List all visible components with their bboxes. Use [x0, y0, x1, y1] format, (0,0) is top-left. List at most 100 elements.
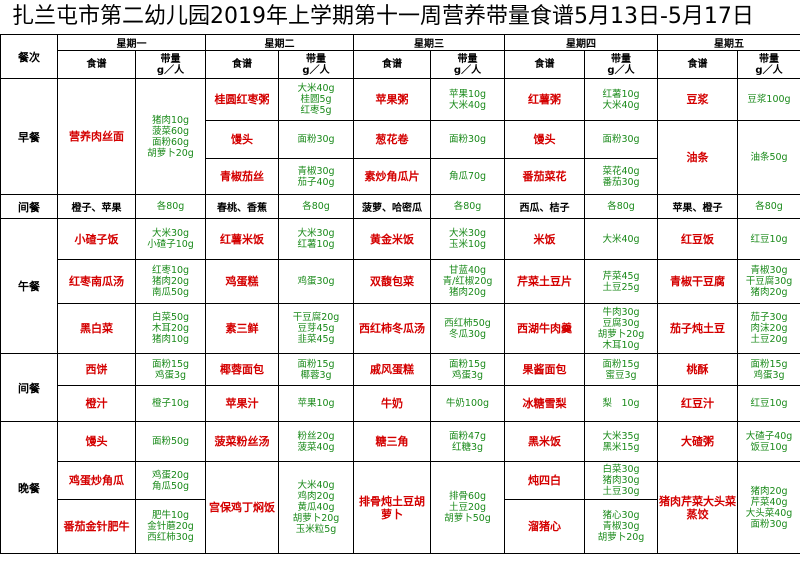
- dish-cell: 排骨炖土豆胡萝卜: [353, 461, 431, 554]
- qty-line: 胡萝卜20g: [597, 532, 645, 543]
- qty-cell: 青椒30g 茄子40g: [278, 158, 354, 195]
- qty-cell: 猪心30g 青椒30g 胡萝卜20g: [584, 499, 658, 554]
- qty-cell: 梨 10g: [584, 385, 658, 422]
- qty-line: 猪心30g: [602, 510, 640, 521]
- qty-line: 红糖3g: [451, 441, 484, 453]
- qty-line: 菠菜60g: [151, 125, 190, 137]
- qty-cell: 茄子30g 肉沫20g 土豆20g: [737, 303, 800, 354]
- qty-line: 大米40g: [297, 83, 335, 94]
- qty-line: 干豆腐20g: [292, 312, 340, 323]
- dish-cell: 小碴子饭: [57, 218, 136, 260]
- qty-line: 豆芽45g: [297, 323, 335, 334]
- dish-cell: 桃酥: [657, 353, 738, 386]
- amount-header: 带量 g／人: [737, 50, 800, 79]
- qty-cell: 面粉30g: [584, 120, 658, 159]
- dish-cell: 溜猪心: [504, 499, 585, 554]
- qty-cell: 大米30g 小碴子10g: [135, 218, 206, 260]
- dish-cell: 番茄菜花: [504, 158, 585, 195]
- amount-header: 带量 g／人: [584, 50, 658, 79]
- dish-cell: 双馥包菜: [353, 259, 431, 304]
- qty-cell: 大米30g 玉米10g: [430, 218, 505, 260]
- qty-cell: 面粉30g: [278, 120, 354, 159]
- dish-cell: 茄子炖土豆: [657, 303, 738, 354]
- dish-cell: 大碴粥: [657, 421, 738, 462]
- qty-line: 鸡蛋3g: [154, 369, 187, 381]
- qty-line: 黑米15g: [602, 441, 640, 453]
- qty-line: 面粉60g: [151, 136, 190, 148]
- qty-cell: 各80g: [737, 194, 800, 219]
- qty-line: 肥牛10g: [151, 510, 190, 521]
- dish-cell: 馒头: [504, 120, 585, 159]
- qty-cell: 橙子10g: [135, 385, 206, 422]
- qty-line: 红薯10g: [297, 239, 335, 250]
- dish-cell: 西湖牛肉羹: [504, 303, 585, 354]
- qty-cell: 粉丝20g 菠菜40g: [278, 421, 354, 462]
- qty-line: 胡萝卜20g: [597, 328, 645, 340]
- qty-line: 木耳10g: [602, 339, 640, 351]
- qty-cell: 红豆10g: [737, 218, 800, 260]
- amount-header-top: 带量: [457, 53, 478, 65]
- dish-cell: 宫保鸡丁焖饭: [205, 461, 279, 554]
- qty-cell: 甘蓝40g 青/红椒20g 猪肉20g: [430, 259, 505, 304]
- qty-cell: 排骨60g 土豆20g 胡萝卜50g: [430, 461, 505, 554]
- dish-cell: 菠菜粉丝汤: [205, 421, 279, 462]
- qty-line: 鸡蛋30g: [297, 276, 335, 287]
- qty-line: 大头菜40g: [745, 507, 793, 519]
- qty-line: 冬瓜30g: [448, 328, 487, 340]
- day-header-tue: 星期二: [205, 34, 354, 51]
- qty-line: 面粉15g: [151, 358, 190, 370]
- qty-line: 牛肉30g: [602, 306, 640, 318]
- qty-line: 猪肉10g: [151, 114, 190, 126]
- qty-line: 猪肉20g: [750, 287, 788, 298]
- qty-line: 大米35g: [602, 430, 640, 442]
- dish-cell: 红豆汁: [657, 385, 738, 422]
- dish-cell: 菠萝、哈密瓜: [353, 194, 431, 219]
- qty-line: 红豆10g: [750, 233, 788, 245]
- qty-line: 大米40g: [297, 480, 335, 491]
- qty-cell: 大米40g 桂圆5g 红枣5g: [278, 78, 354, 121]
- qty-line: 芹菜45g: [602, 270, 640, 282]
- amount-header-unit: g／人: [607, 64, 635, 76]
- qty-line: 大米30g: [448, 228, 487, 239]
- qty-line: 红薯10g: [602, 88, 640, 100]
- dish-cell: 馒头: [205, 120, 279, 159]
- qty-cell: 各80g: [430, 194, 505, 219]
- meal-header: 餐次: [0, 34, 58, 79]
- page-title: 扎兰屯市第二幼儿园2019年上学期第十一周营养带量食谱5月13日-5月17日: [12, 4, 754, 29]
- qty-line: 猪肉20g: [750, 485, 788, 497]
- qty-line: 胡萝卜50g: [444, 513, 491, 524]
- dish-cell: 苹果粥: [353, 78, 431, 121]
- qty-line: 面粉15g: [297, 358, 335, 370]
- qty-cell: 面粉15g 蜜豆3g: [584, 353, 658, 386]
- dish-cell: 鸡蛋炒角瓜: [57, 461, 136, 500]
- qty-cell: 角瓜70g: [430, 158, 505, 195]
- menu-table: 餐次 星期一 星期二 星期三 星期四 星期五 食谱 带量 g／人 食谱 带量 g／人…: [0, 34, 800, 554]
- dish-cell: 青椒干豆腐: [657, 259, 738, 304]
- qty-line: 面粉47g: [448, 430, 487, 442]
- dish-cell: 苹果、橙子: [657, 194, 738, 219]
- qty-cell: 红枣10g 猪肉20g 南瓜50g: [135, 259, 206, 304]
- qty-line: 面粉30g: [448, 134, 487, 145]
- dish-cell: 鸡蛋糕: [205, 259, 279, 304]
- qty-cell: 白菜50g 木耳20g 猪肉10g: [135, 303, 206, 354]
- recipe-header: 食谱: [353, 50, 431, 79]
- qty-line: 芹菜40g: [750, 496, 788, 508]
- dish-cell: 椰蓉面包: [205, 353, 279, 386]
- amount-header-top: 带量: [160, 53, 181, 65]
- recipe-header: 食谱: [657, 50, 738, 79]
- qty-cell: 芹菜45g 土豆25g: [584, 259, 658, 304]
- qty-line: 苹果10g: [448, 88, 487, 100]
- dish-cell: 青椒茄丝: [205, 158, 279, 195]
- dish-cell: 黑米饭: [504, 421, 585, 462]
- qty-cell: 面粉15g 椰蓉3g: [278, 353, 354, 386]
- qty-line: 木耳20g: [151, 323, 190, 334]
- qty-line: 青椒30g: [750, 265, 788, 276]
- qty-cell: 西红柿50g 冬瓜30g: [430, 303, 505, 354]
- dish-cell: 素炒角瓜片: [353, 158, 431, 195]
- dish-cell: 苹果汁: [205, 385, 279, 422]
- qty-line: 茄子30g: [750, 312, 788, 323]
- qty-line: 青/红椒20g: [442, 276, 493, 287]
- dish-cell: 素三鲜: [205, 303, 279, 354]
- qty-line: 土豆30g: [602, 486, 640, 497]
- qty-cell: 面粉30g: [430, 120, 505, 159]
